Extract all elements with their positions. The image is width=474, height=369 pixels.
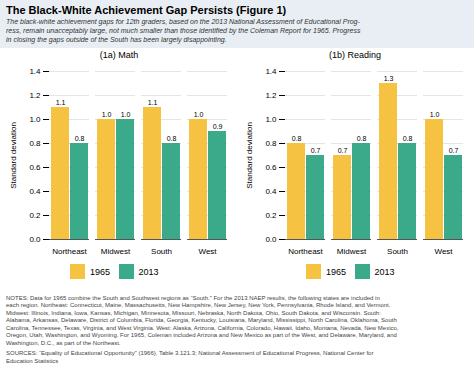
- svg-text:0.2: 0.2: [265, 211, 277, 220]
- html-text:1965: 1965: [326, 266, 346, 277]
- svg-text:1.2: 1.2: [265, 91, 277, 100]
- svg-text:0.4: 0.4: [265, 187, 277, 196]
- svg-text:0.8: 0.8: [29, 139, 41, 148]
- svg-text:Midwest: Midwest: [337, 247, 367, 255]
- svg-text:1.4: 1.4: [29, 67, 41, 76]
- svg-text:West: West: [434, 247, 453, 255]
- svg-text:0.7: 0.7: [311, 147, 321, 154]
- svg-text:1.0: 1.0: [265, 115, 277, 124]
- svg-text:0.2: 0.2: [29, 211, 41, 220]
- html-text:NOTES: Data for 1965 combine t: NOTES: Data for 1965 combine the South a…: [6, 294, 399, 346]
- svg-text:0.8: 0.8: [357, 135, 367, 142]
- svg-text:1.1: 1.1: [56, 99, 66, 106]
- svg-text:0.7: 0.7: [449, 147, 459, 154]
- svg-text:1.3: 1.3: [384, 75, 394, 82]
- svg-text:1.0: 1.0: [194, 111, 204, 118]
- svg-text:0.0: 0.0: [29, 235, 41, 244]
- svg-text:Standard deviation: Standard deviation: [245, 122, 254, 189]
- svg-text:0.8: 0.8: [292, 135, 302, 142]
- svg-text:1.0: 1.0: [430, 111, 440, 118]
- html-text:1965: 1965: [90, 266, 110, 277]
- svg-text:0.7: 0.7: [338, 147, 348, 154]
- svg-text:0.6: 0.6: [265, 163, 277, 172]
- html-text:The Black-White Achievement Ga: The Black-White Achievement Gap Persists…: [6, 4, 287, 16]
- svg-text:1.0: 1.0: [121, 111, 131, 118]
- svg-text:0.8: 0.8: [265, 139, 277, 148]
- svg-text:Standard deviation: Standard deviation: [9, 122, 18, 189]
- svg-text:0.6: 0.6: [29, 163, 41, 172]
- svg-text:Northeast: Northeast: [288, 247, 323, 255]
- svg-text:0.8: 0.8: [167, 135, 177, 142]
- html-text:2013: 2013: [138, 266, 159, 277]
- html-text:The black-white achievement ga: The black-white achievement gaps for 12t…: [6, 18, 361, 43]
- svg-text:Midwest: Midwest: [101, 247, 131, 255]
- html-text:(1a) Math: (1a) Math: [99, 50, 139, 61]
- svg-text:0.8: 0.8: [75, 135, 85, 142]
- svg-text:1.2: 1.2: [29, 91, 41, 100]
- svg-text:Northeast: Northeast: [52, 247, 87, 255]
- svg-text:1.4: 1.4: [265, 67, 277, 76]
- html-text:(1b) Reading: (1b) Reading: [329, 50, 381, 61]
- html-text:2013: 2013: [374, 266, 395, 277]
- svg-text:1.1: 1.1: [148, 99, 158, 106]
- svg-text:0.0: 0.0: [265, 235, 277, 244]
- svg-text:1.0: 1.0: [102, 111, 112, 118]
- html-text:SOURCES: “Equality of Educatio: SOURCES: “Equality of Educational Opport…: [6, 350, 374, 364]
- svg-text:West: West: [198, 247, 217, 255]
- svg-text:0.9: 0.9: [213, 123, 223, 130]
- svg-text:0.4: 0.4: [29, 187, 41, 196]
- svg-text:1.0: 1.0: [29, 115, 41, 124]
- svg-text:South: South: [151, 247, 172, 255]
- svg-text:0.8: 0.8: [403, 135, 413, 142]
- svg-text:South: South: [387, 247, 408, 255]
